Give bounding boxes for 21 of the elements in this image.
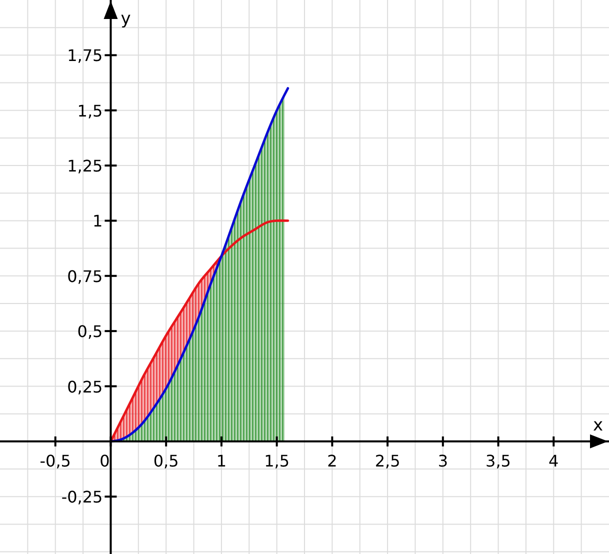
- y-tick-label: 0,25: [67, 377, 103, 396]
- x-tick-label: 1,5: [264, 451, 290, 470]
- x-tick-label: 4: [548, 451, 559, 470]
- y-tick-label: -0,25: [61, 488, 103, 507]
- y-tick-label: 1: [92, 212, 103, 231]
- y-tick-label: 1,75: [67, 46, 103, 66]
- y-tick-label: 0,5: [77, 322, 103, 342]
- x-tick-label: 0,5: [153, 451, 179, 470]
- x-tick-label: 1: [216, 451, 227, 470]
- x-axis-title: x: [592, 415, 604, 436]
- x-tick-label: 0: [100, 451, 110, 470]
- y-tick-label: 0,75: [67, 266, 103, 286]
- y-axis-title: y: [120, 9, 131, 29]
- y-tick-label: 1,5: [77, 101, 103, 120]
- line-series: [110, 219, 290, 443]
- x-tick-label: 3,5: [486, 451, 511, 470]
- y-tick-label: 1,25: [67, 156, 103, 176]
- x-tick-label: -0,5: [40, 451, 71, 470]
- x-tick-label: 3: [438, 451, 448, 470]
- x-tick-label: 2,5: [374, 451, 400, 470]
- x-tick-label: 2: [327, 451, 338, 470]
